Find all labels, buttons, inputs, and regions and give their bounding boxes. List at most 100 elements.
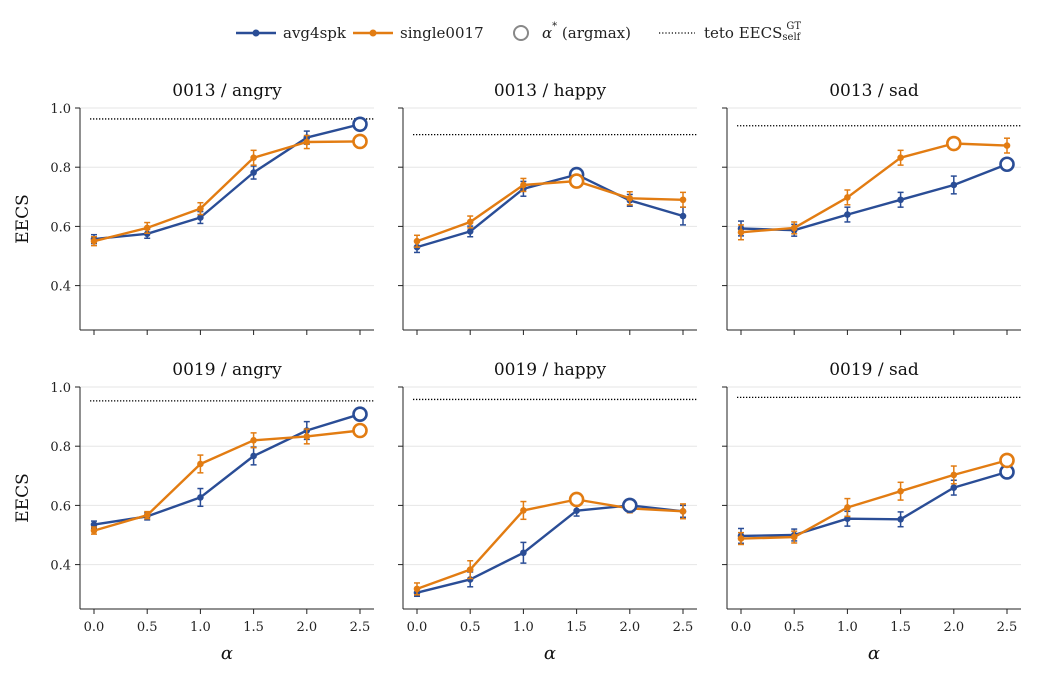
series-line-avg — [416, 173, 684, 249]
argmax-marker-single — [352, 133, 368, 150]
series-line-avg — [93, 123, 361, 241]
data-point-avg — [466, 228, 474, 235]
y-axis-label: EECS — [13, 194, 33, 243]
data-point-avg — [466, 576, 474, 583]
y-tick-label: 0.6 — [50, 220, 71, 235]
series-avg — [413, 501, 687, 598]
panel-title: 0019 / angry — [172, 360, 282, 380]
x-tick-label: 1.5 — [243, 620, 264, 635]
series-single — [90, 426, 364, 535]
legend-reference-main: teto EECS — [704, 24, 783, 42]
legend-argmax-star: * — [552, 20, 558, 32]
series-line-single — [740, 459, 1008, 540]
data-point-avg — [844, 211, 851, 218]
y-tick-label: 0.8 — [50, 440, 71, 455]
y-tick-label: 1.0 — [50, 102, 71, 117]
legend-item-argmax: α * (argmax) — [508, 18, 631, 48]
data-point-single — [679, 196, 687, 204]
x-tick-label: 1.0 — [513, 620, 534, 635]
data-point-single — [844, 504, 851, 511]
y-tick-label: 0.8 — [50, 161, 71, 176]
legend-argmax-rest: (argmax) — [557, 24, 631, 42]
data-point-avg — [197, 494, 204, 501]
argmax-marker-single — [568, 491, 585, 508]
legend-single-swatch — [353, 29, 393, 37]
data-point-single — [303, 433, 311, 440]
argmax-marker-avg — [352, 116, 368, 133]
panel-3: 0.4 0.6 0.8 1.0 0.0 0.5 1.0 1.5 2.0 2.5 0019 / ang… — [13, 360, 374, 664]
data-point-single — [250, 154, 257, 162]
data-point-single — [466, 566, 474, 573]
argmax-marker-avg — [999, 156, 1015, 173]
legend-reference-sup: GT — [786, 20, 802, 32]
series-line-avg — [93, 413, 361, 526]
data-point-single — [520, 507, 527, 514]
data-point-single — [844, 194, 851, 201]
data-point-single — [737, 229, 745, 236]
data-point-avg — [897, 196, 904, 204]
legend-item-avg: avg4spk — [235, 18, 346, 48]
data-point-avg — [950, 181, 958, 189]
y-tick-label: 0.6 — [50, 499, 71, 514]
data-point-single — [250, 436, 257, 444]
data-point-avg — [520, 549, 527, 557]
x-tick-label: 1.0 — [190, 620, 211, 635]
x-tick-label: 0.5 — [784, 620, 805, 635]
series-avg — [90, 409, 364, 529]
x-tick-label: 1.0 — [837, 620, 858, 635]
data-point-avg — [897, 516, 904, 523]
legend: avg4spk single0017 α * (argmax) teto EEC… — [0, 18, 1038, 48]
data-point-single — [303, 138, 311, 146]
data-point-single — [790, 224, 798, 232]
x-tick-label: 0.0 — [407, 620, 428, 635]
legend-item-single: single0017 — [352, 18, 484, 48]
legend-reference-swatch — [659, 32, 695, 34]
legend-avg-label: avg4spk — [283, 24, 346, 42]
panel-title: 0013 / happy — [494, 81, 607, 101]
x-tick-label: 2.5 — [673, 620, 694, 635]
x-tick-label: 0.0 — [731, 620, 752, 635]
panel-title: 0019 / happy — [494, 360, 607, 380]
data-point-single — [466, 218, 474, 226]
legend-argmax-symbol: α — [542, 24, 553, 42]
data-point-avg — [573, 507, 580, 515]
panel-1: 0013 / happy — [398, 81, 697, 335]
data-point-single — [897, 487, 904, 495]
panel-0: 0.4 0.6 0.8 1.0 0013 / angry EECS — [13, 81, 374, 335]
legend-item-reference: teto EECS self GT — [658, 18, 801, 48]
x-tick-label: 0.5 — [460, 620, 481, 635]
legend-avg-swatch — [236, 29, 276, 37]
data-point-single — [950, 471, 958, 479]
series-line-single — [416, 179, 684, 243]
data-point-single — [737, 535, 745, 542]
data-point-single — [413, 585, 421, 593]
panel-5: 0.0 0.5 1.0 1.5 2.0 2.5 0019 / sad α — [722, 360, 1021, 664]
x-tick-label: 2.5 — [350, 620, 371, 635]
legend-single-label: single0017 — [400, 24, 484, 42]
data-point-single — [790, 533, 798, 541]
legend-argmax-swatch — [513, 25, 529, 41]
series-line-avg — [740, 470, 1008, 538]
argmax-marker-avg — [352, 406, 368, 423]
data-point-single — [897, 154, 904, 162]
data-point-single — [1003, 142, 1011, 149]
argmax-marker-avg — [621, 497, 638, 514]
data-point-avg — [197, 214, 204, 221]
series-avg — [737, 157, 1011, 237]
data-point-single — [520, 181, 527, 189]
y-tick-label: 0.4 — [50, 280, 71, 295]
y-tick-label: 1.0 — [50, 381, 71, 396]
series-line-avg — [740, 163, 1008, 232]
series-single — [413, 494, 687, 596]
x-axis-label: α — [868, 643, 880, 664]
data-point-avg — [950, 484, 958, 491]
data-point-single — [679, 508, 687, 515]
series-single — [737, 137, 1011, 241]
data-point-single — [626, 194, 634, 202]
data-point-single — [90, 527, 98, 534]
data-point-avg — [679, 212, 687, 220]
argmax-marker-single — [945, 135, 962, 152]
data-point-single — [197, 460, 204, 468]
argmax-marker-single — [999, 452, 1015, 469]
